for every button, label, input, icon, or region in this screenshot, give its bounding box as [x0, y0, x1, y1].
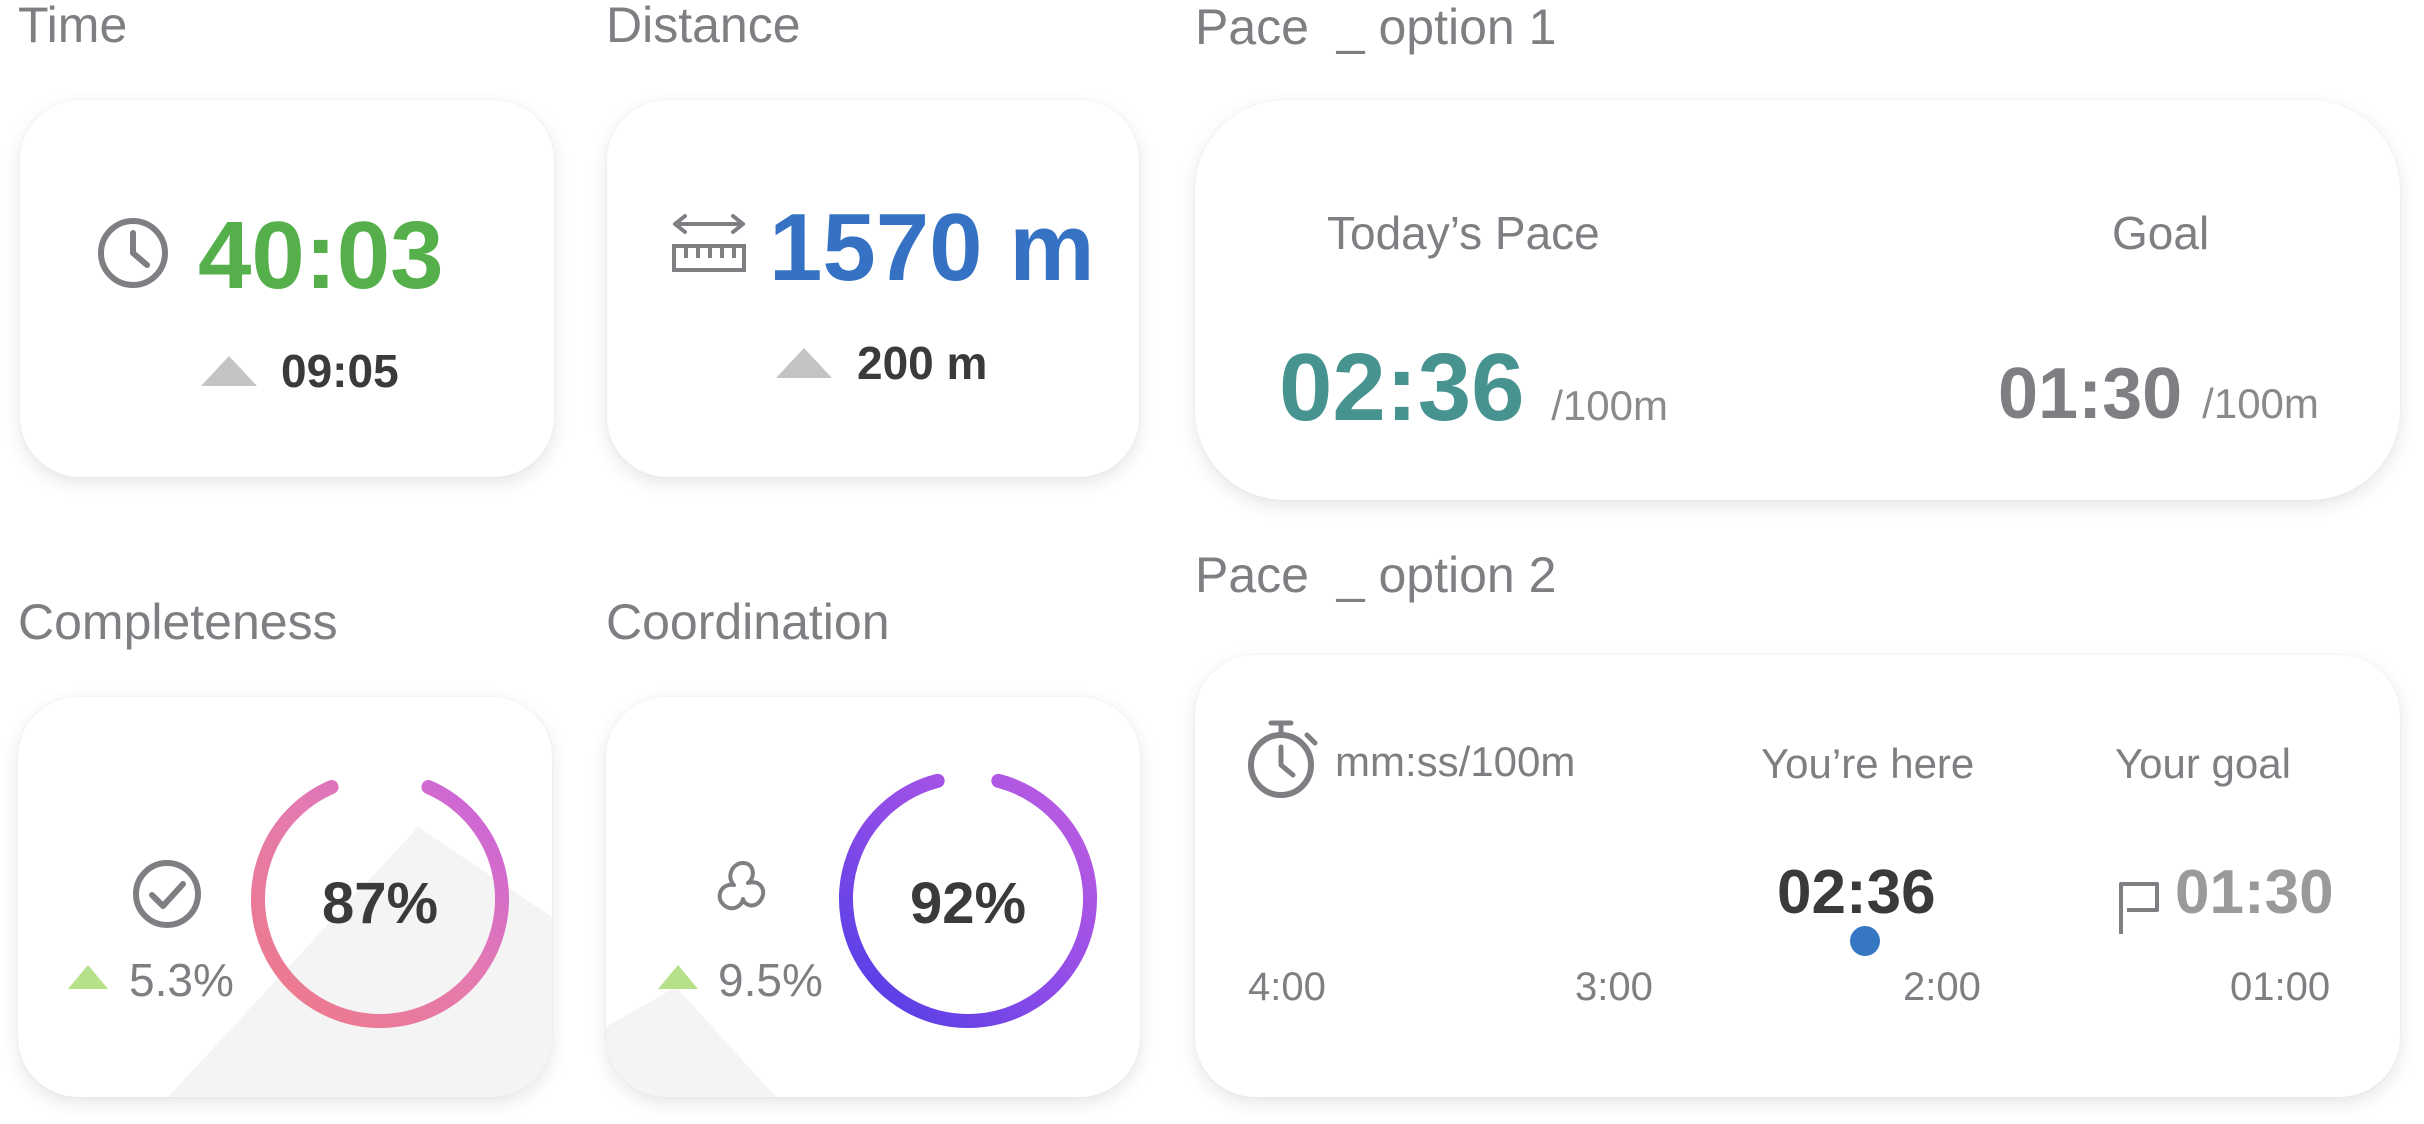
pace-unit-label: mm:ss/100m — [1335, 738, 1576, 785]
completeness-delta-up-icon — [68, 965, 108, 989]
completeness-ring-arc — [251, 780, 509, 1028]
coordination-delta-up-icon — [658, 965, 698, 989]
pace-track — [1246, 926, 2347, 956]
coordination-delta: 9.5% — [718, 954, 823, 1006]
distance-card: 1570 m 200 m — [607, 100, 1139, 477]
time-delta-up-icon — [201, 356, 257, 386]
time-title: Time — [18, 0, 128, 53]
goal-pace-unit: /100m — [2202, 380, 2319, 427]
decorative-mountain — [606, 987, 776, 1097]
your-goal-label: Your goal — [2115, 740, 2291, 787]
tick-label: 3:00 — [1575, 965, 1653, 1009]
tick-label: 4:00 — [1248, 965, 1326, 1009]
completeness-ring — [251, 780, 509, 1028]
current-pace-dot — [1850, 926, 1880, 956]
coordination-card: 9.5% 92% — [606, 697, 1140, 1097]
coordination-title: Coordination — [606, 594, 890, 650]
tick-label: 01:00 — [2230, 965, 2331, 1009]
goal-pace-value: 01:30 /100m — [1998, 354, 2319, 434]
today-pace-label: Today’s Pace — [1327, 207, 1600, 259]
coordination-value: 92% — [909, 871, 1027, 936]
you-are-here-label: You’re here — [1761, 740, 1975, 787]
distance-title: Distance — [606, 0, 801, 53]
completeness-title: Completeness — [18, 594, 338, 650]
time-card: 40:03 09:05 — [20, 100, 554, 477]
goal-label: Goal — [2112, 207, 2210, 259]
current-pace-value: 02:36 — [1777, 858, 1936, 927]
pace2-title: Pace _ option 2 — [1195, 547, 1557, 603]
decorative-mountain — [168, 827, 552, 1097]
pace-compare-bars — [1792, 236, 1856, 422]
coordination-icon — [717, 861, 766, 911]
time-delta: 09:05 — [281, 345, 399, 397]
goal-pace-marker-value: 01:30 — [2175, 858, 2334, 927]
pace1-title: Pace _ option 1 — [1195, 0, 1557, 55]
tick-label: 2:00 — [1903, 965, 1981, 1009]
distance-delta-up-icon — [776, 348, 832, 378]
today-pace-unit: /100m — [1551, 382, 1668, 429]
flag-icon — [2119, 882, 2159, 934]
coordination-ring — [839, 773, 1097, 1028]
stopwatch-icon — [1248, 720, 1318, 798]
distance-value: 1570 m — [769, 194, 1095, 301]
clock-icon — [98, 218, 168, 288]
today-pace-value: 02:36 /100m — [1279, 334, 1668, 441]
completeness-card: 5.3% 87% — [18, 697, 552, 1097]
check-circle-icon — [133, 860, 201, 928]
coordination-ring-arc — [839, 773, 1097, 1028]
completeness-value: 87% — [321, 871, 439, 936]
ruler-icon — [672, 214, 746, 272]
completeness-delta: 5.3% — [129, 954, 234, 1006]
distance-delta: 200 m — [857, 337, 988, 389]
time-value: 40:03 — [198, 202, 444, 309]
pace2-card: mm:ss/100m You’re here Your goal 02:36 0… — [1195, 655, 2400, 1097]
pace1-card: Today’s Pace 02:36 /100m Goal 01:30 /100… — [1195, 100, 2400, 500]
